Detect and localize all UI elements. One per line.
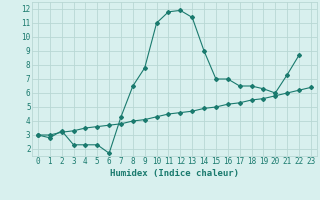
X-axis label: Humidex (Indice chaleur): Humidex (Indice chaleur) — [110, 169, 239, 178]
